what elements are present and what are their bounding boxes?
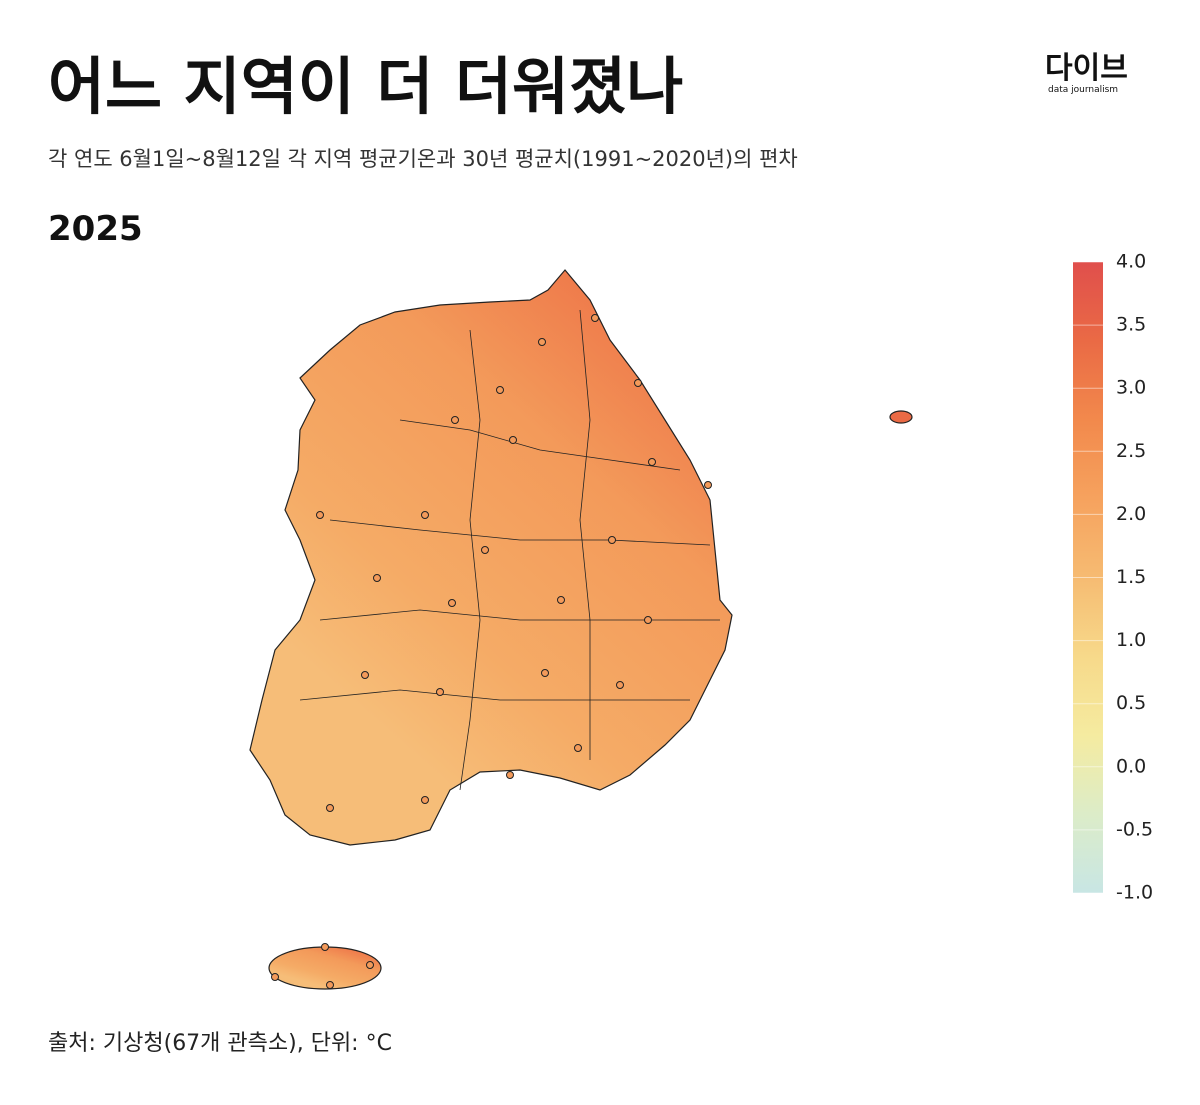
colorbar-tick-label: 0.0 [1116,755,1146,777]
stations [271,314,712,989]
colorbar-tick-label: -0.5 [1116,818,1153,840]
colorbar-tick-label: -1.0 [1116,882,1153,904]
colorbar-tick-label: 1.0 [1116,629,1146,651]
region-lines [299,309,720,791]
map [249,269,913,990]
mainland [249,269,733,846]
subtitle: 각 연도 6월1일~8월12일 각 지역 평균기온과 30년 평균치(1991~… [48,147,798,171]
logo-tagline: data journalism [1048,85,1118,95]
colorbar-tick-label: 2.0 [1116,503,1146,525]
colorbar-tick-label: 1.5 [1116,566,1146,588]
source: 출처: 기상청(67개 관측소), 단위: °C [48,1031,392,1056]
title: 어느 지역이 더 더워졌나 [48,50,683,123]
year: 2025 [48,209,143,249]
ulleung [889,410,913,424]
jeju [268,946,382,990]
logo: 다이브 [1045,51,1128,86]
colorbar-tick-label: 0.5 [1116,692,1146,714]
colorbar-tick-label: 2.5 [1116,440,1146,462]
colorbar-tick-label: 4.0 [1116,251,1146,273]
colorbar-tick-label: 3.5 [1116,314,1146,336]
colorbar-tick-label: 3.0 [1116,377,1146,399]
